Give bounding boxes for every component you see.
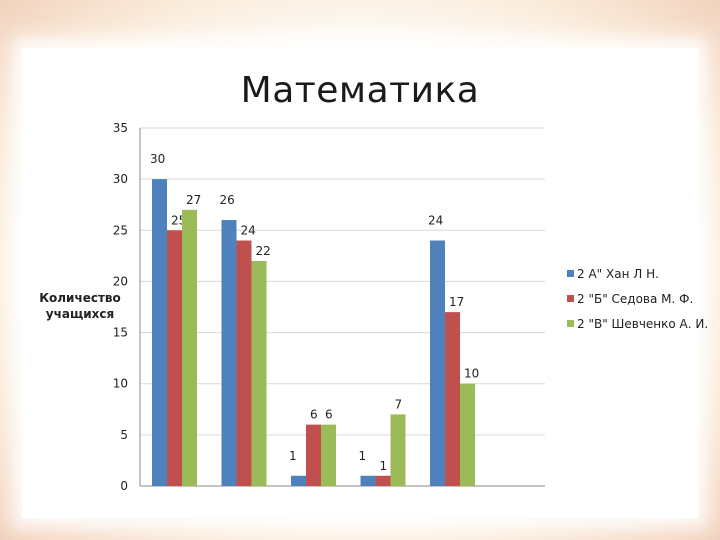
y-tick-label: 30: [113, 172, 128, 186]
data-label: 10: [464, 367, 479, 381]
legend-swatch: [567, 270, 574, 277]
bar: [167, 230, 182, 486]
legend-swatch: [567, 320, 574, 327]
data-label: 17: [449, 295, 464, 309]
y-tick-label: 25: [113, 223, 128, 237]
bar: [390, 414, 406, 486]
y-tick-label: 5: [120, 428, 128, 442]
legend-label: 2 "В" Шевченко А. И.: [577, 317, 708, 331]
bar: [182, 209, 197, 487]
legend-swatch: [567, 295, 574, 302]
bar: [251, 260, 267, 486]
data-label: 27: [186, 193, 201, 207]
y-tick-label: 0: [120, 479, 128, 493]
data-label: 7: [395, 397, 403, 411]
data-label: 6: [325, 408, 333, 422]
bar: [460, 383, 475, 486]
bar: [236, 240, 252, 486]
y-tick-label: 10: [113, 377, 128, 391]
bar: [221, 220, 237, 487]
data-label: 1: [289, 449, 297, 463]
data-label: 6: [310, 408, 318, 422]
frame-inner: [22, 48, 698, 518]
data-label: 26: [220, 193, 235, 207]
bar: [430, 240, 445, 486]
y-tick-label: 35: [113, 121, 128, 135]
data-label: 22: [256, 244, 271, 258]
bar: [321, 424, 336, 486]
bar: [291, 475, 306, 486]
bar: [360, 475, 376, 486]
data-label: 24: [428, 214, 443, 228]
bar: [306, 424, 321, 486]
legend-label: 2 "Б" Седова М. Ф.: [577, 292, 693, 306]
y-tick-label: 20: [113, 274, 128, 288]
data-label: 30: [150, 152, 165, 166]
y-axis-label: Количество учащихся: [39, 291, 121, 321]
data-label: 1: [359, 449, 367, 463]
bar: [445, 312, 460, 486]
data-label: 24: [241, 224, 256, 238]
chart-title: Математика: [240, 70, 480, 111]
bar: [152, 179, 167, 486]
data-label: 1: [380, 459, 388, 473]
y-tick-label: 15: [113, 326, 128, 340]
bar: [375, 475, 391, 486]
legend-label: 2 А" Хан Л Н.: [577, 267, 659, 281]
